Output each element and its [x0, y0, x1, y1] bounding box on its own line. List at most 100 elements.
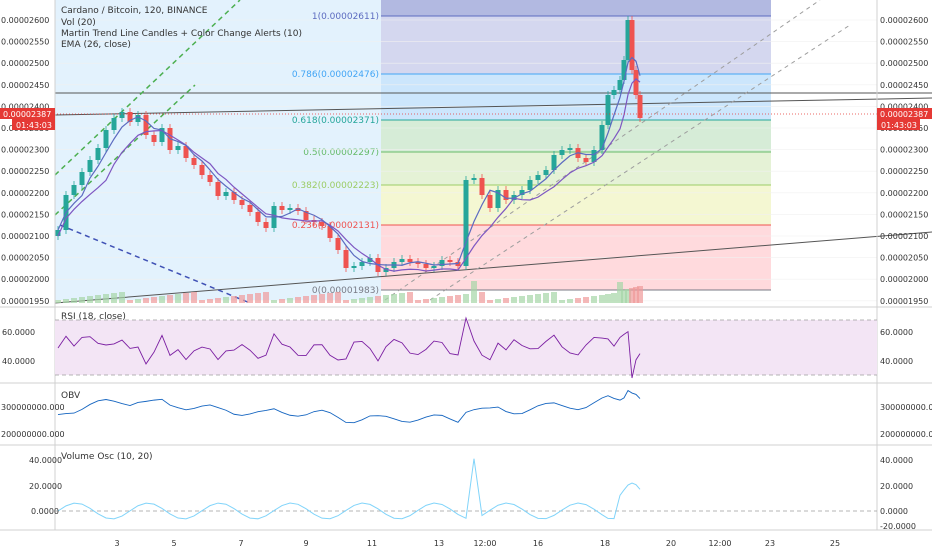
candle[interactable] [247, 201, 253, 216]
candle[interactable] [439, 256, 445, 270]
time-axis[interactable]: 3 5 7 9 11 13 12:00 16 18 20 12:00 23 25 [114, 539, 840, 548]
volume-bar [591, 296, 597, 303]
indicator-martin-label[interactable]: Martin Trend Line Candles + Color Change… [61, 29, 302, 39]
trend-line[interactable] [54, 231, 932, 304]
time-axis-label: 12:00 [473, 539, 496, 548]
candle[interactable] [295, 204, 301, 215]
candle[interactable] [463, 176, 469, 270]
candle[interactable] [191, 154, 197, 169]
candle[interactable] [583, 154, 589, 166]
trend-line[interactable] [54, 97, 932, 116]
candle[interactable] [231, 188, 237, 204]
candle[interactable] [111, 114, 117, 134]
vosc-axis-label: 20.0000 [29, 482, 62, 491]
volume-bar [605, 294, 611, 303]
candle[interactable] [119, 108, 125, 122]
indicator-ema-label[interactable]: EMA (26, close) [61, 40, 131, 50]
time-axis-label: 9 [303, 539, 308, 548]
indicator-volume-label[interactable]: Vol (20) [61, 18, 96, 28]
candle[interactable] [215, 178, 221, 200]
candle[interactable] [567, 144, 573, 154]
last-price-tag-right: 0.00002387 01:43:03 [877, 108, 932, 130]
candle[interactable] [159, 124, 165, 146]
candle[interactable] [263, 218, 269, 232]
candle[interactable] [559, 146, 565, 159]
volume-bar [375, 296, 381, 303]
candle[interactable] [637, 91, 643, 122]
dashed-trend-line[interactable] [59, 224, 251, 304]
vosc-axis-label: 40.0000 [880, 456, 913, 465]
candle[interactable] [151, 131, 157, 146]
candle[interactable] [95, 144, 101, 164]
candle[interactable] [625, 16, 631, 64]
vosc-label[interactable]: Volume Osc (10, 20) [61, 452, 153, 462]
volume-bar [311, 295, 317, 303]
candle[interactable] [279, 202, 285, 214]
candle[interactable] [55, 226, 61, 240]
fib-level-label: 0.382(0.00002223) [292, 181, 379, 191]
candle[interactable] [103, 126, 109, 152]
fib-level-label: 0.236(0.00002131) [292, 221, 379, 231]
volume-bar [495, 299, 501, 303]
candle[interactable] [343, 246, 349, 272]
candle[interactable] [87, 156, 93, 176]
volume-bar [127, 300, 133, 303]
volume-bar [367, 297, 373, 303]
candle[interactable] [399, 255, 405, 266]
candle[interactable] [605, 91, 611, 129]
candle[interactable] [511, 191, 517, 204]
candle[interactable] [611, 86, 617, 99]
candle[interactable] [617, 76, 623, 94]
candle[interactable] [407, 255, 413, 266]
volume-bar [407, 292, 413, 303]
price-axis-label: 0.00002450 [1, 81, 49, 90]
volume-bar [239, 295, 245, 303]
candle[interactable] [519, 186, 525, 199]
candle[interactable] [423, 260, 429, 272]
volume-bar [455, 295, 461, 303]
volume-bar [527, 295, 533, 303]
volume-bar [447, 296, 453, 303]
price-axis-left[interactable]: 0.00002600 0.00002550 0.00002500 0.00002450… [1, 16, 49, 306]
candle[interactable] [633, 66, 639, 99]
volume-bar [247, 294, 253, 303]
candle[interactable] [479, 174, 485, 199]
dashed-channel-line[interactable] [429, 24, 851, 301]
volume-bar [351, 299, 357, 303]
time-axis-label: 5 [171, 539, 176, 548]
candle[interactable] [335, 234, 341, 254]
obv-axis: 300000000.000 200000000.000 300000000.00… [1, 403, 932, 439]
candle[interactable] [359, 258, 365, 270]
time-axis-label: 13 [434, 539, 444, 548]
ema-line [57, 78, 641, 272]
candle[interactable] [143, 111, 149, 139]
candle[interactable] [495, 186, 501, 212]
candle[interactable] [135, 111, 141, 126]
candle[interactable] [223, 188, 229, 200]
rsi-label[interactable]: RSI (18, close) [61, 312, 126, 322]
candle[interactable] [629, 16, 635, 74]
candle[interactable] [535, 171, 541, 184]
candle[interactable] [207, 171, 213, 186]
volume-bar [63, 299, 69, 303]
candle[interactable] [127, 108, 133, 126]
martin-trend-line [57, 56, 641, 266]
candle[interactable] [351, 262, 357, 272]
candle[interactable] [487, 191, 493, 212]
candle[interactable] [543, 166, 549, 179]
candle[interactable] [415, 258, 421, 268]
candle[interactable] [79, 168, 85, 189]
volume-bar [431, 298, 437, 303]
dashed-channel-line[interactable] [54, 0, 241, 176]
dashed-channel-line[interactable] [54, 84, 196, 216]
last-price-value: 0.00002387 [880, 110, 928, 119]
candle[interactable] [503, 186, 509, 204]
candle[interactable] [199, 161, 205, 179]
candle[interactable] [71, 181, 77, 199]
rsi-band [55, 320, 877, 375]
candle[interactable] [175, 142, 181, 154]
candle[interactable] [255, 208, 261, 226]
candle[interactable] [471, 174, 477, 184]
obv-label[interactable]: OBV [61, 391, 81, 401]
